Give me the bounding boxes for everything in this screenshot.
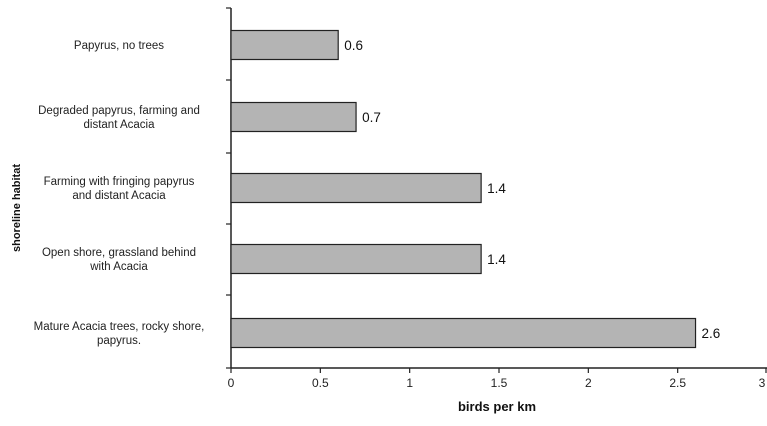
- bar: [230, 172, 482, 204]
- data-label: 1.4: [487, 252, 506, 267]
- category-label-line: distant Acacia: [84, 119, 156, 131]
- category-label-line: Mature Acacia trees, rocky shore,: [34, 321, 205, 333]
- bar: [230, 29, 339, 61]
- data-label: 2.6: [702, 326, 721, 341]
- data-label: 0.7: [362, 110, 381, 125]
- x-tick-label: 0.5: [312, 376, 329, 390]
- category-label-line: papyrus.: [97, 335, 141, 347]
- category-label: Papyrus, no trees: [74, 40, 164, 52]
- category-label: Open shore, grassland behind with Acacia: [42, 247, 196, 273]
- x-tick-label: 2.5: [669, 376, 686, 390]
- data-label: 0.6: [344, 38, 363, 53]
- category-label-line: Farming with fringing papyrus: [44, 176, 195, 188]
- category-label-line: Open shore, grassland behind: [42, 247, 196, 259]
- x-tick-label: 2: [585, 376, 592, 390]
- x-axis-title: birds per km: [458, 399, 536, 414]
- bar: [230, 243, 482, 275]
- category-labels: Papyrus, no trees Degraded papyrus, farmi…: [34, 40, 205, 347]
- bar: [230, 317, 697, 349]
- y-axis-title: shoreline habitat: [11, 164, 23, 252]
- x-axis: 0 0.5 1 1.5 2 2.5 3: [228, 367, 767, 390]
- bars: 0.6 0.7 1.4 1.4 2.6: [230, 29, 721, 349]
- category-label-line: with Acacia: [89, 261, 148, 273]
- category-label-line: Degraded papyrus, farming and: [38, 105, 200, 117]
- x-tick-label: 1: [406, 376, 413, 390]
- data-label: 1.4: [487, 181, 506, 196]
- y-axis: [226, 7, 232, 369]
- x-tick-label: 1.5: [491, 376, 508, 390]
- category-label: Mature Acacia trees, rocky shore, papyrus…: [34, 321, 205, 347]
- category-label: Degraded papyrus, farming and distant Aca…: [38, 105, 200, 131]
- category-label-line: Papyrus, no trees: [74, 40, 164, 52]
- x-tick-label: 0: [228, 376, 235, 390]
- x-tick-label: 3: [759, 376, 766, 390]
- category-label-line: and distant Acacia: [72, 190, 166, 202]
- bar: [230, 101, 357, 133]
- category-label: Farming with fringing papyrus and distant…: [44, 176, 195, 202]
